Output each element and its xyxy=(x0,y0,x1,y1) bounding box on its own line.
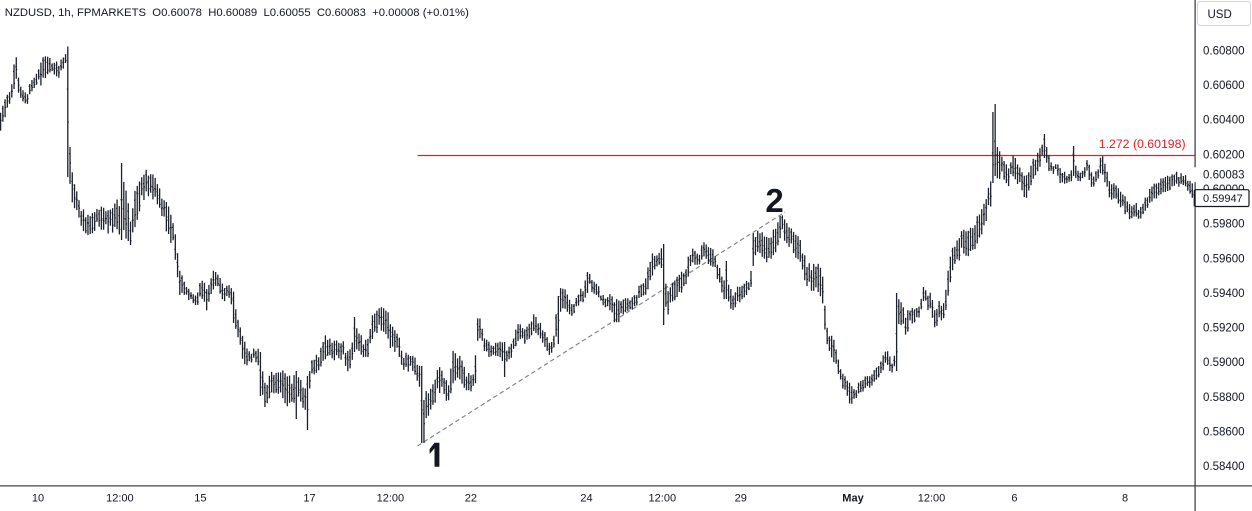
svg-text:0.60800: 0.60800 xyxy=(1203,45,1245,57)
svg-text:29: 29 xyxy=(735,493,747,505)
svg-text:0.60200: 0.60200 xyxy=(1203,149,1245,161)
svg-text:0.59200: 0.59200 xyxy=(1203,323,1245,335)
svg-text:22: 22 xyxy=(465,493,477,505)
svg-text:0.60083: 0.60083 xyxy=(1203,170,1245,182)
svg-text:0.60400: 0.60400 xyxy=(1203,115,1245,127)
svg-text:0.59947: 0.59947 xyxy=(1203,193,1243,205)
svg-text:NZDUSD, 1h, FPMARKETS O0.6007: NZDUSD, 1h, FPMARKETS O0.60078 H0.60089 … xyxy=(5,7,469,19)
svg-text:10: 10 xyxy=(32,493,44,505)
svg-text:24: 24 xyxy=(580,493,592,505)
svg-text:0.59400: 0.59400 xyxy=(1203,288,1245,300)
svg-text:12:00: 12:00 xyxy=(649,493,677,505)
svg-text:1.272 (0.60198): 1.272 (0.60198) xyxy=(1099,137,1186,151)
svg-text:17: 17 xyxy=(303,493,315,505)
svg-text:0.58600: 0.58600 xyxy=(1203,427,1245,439)
svg-text:0.59000: 0.59000 xyxy=(1203,357,1245,369)
svg-text:0.58800: 0.58800 xyxy=(1203,392,1245,404)
svg-text:8: 8 xyxy=(1122,493,1128,505)
svg-text:12:00: 12:00 xyxy=(918,493,946,505)
svg-text:15: 15 xyxy=(194,493,206,505)
svg-text:2: 2 xyxy=(765,182,783,219)
svg-text:0.58400: 0.58400 xyxy=(1203,461,1245,473)
svg-text:6: 6 xyxy=(1011,493,1017,505)
svg-text:12:00: 12:00 xyxy=(377,493,405,505)
svg-text:May: May xyxy=(842,493,864,505)
svg-text:0.59800: 0.59800 xyxy=(1203,219,1245,231)
svg-text:0.60600: 0.60600 xyxy=(1203,80,1245,92)
svg-text:12:00: 12:00 xyxy=(106,493,134,505)
svg-text:0.59600: 0.59600 xyxy=(1203,253,1245,265)
svg-text:USD: USD xyxy=(1208,9,1232,21)
